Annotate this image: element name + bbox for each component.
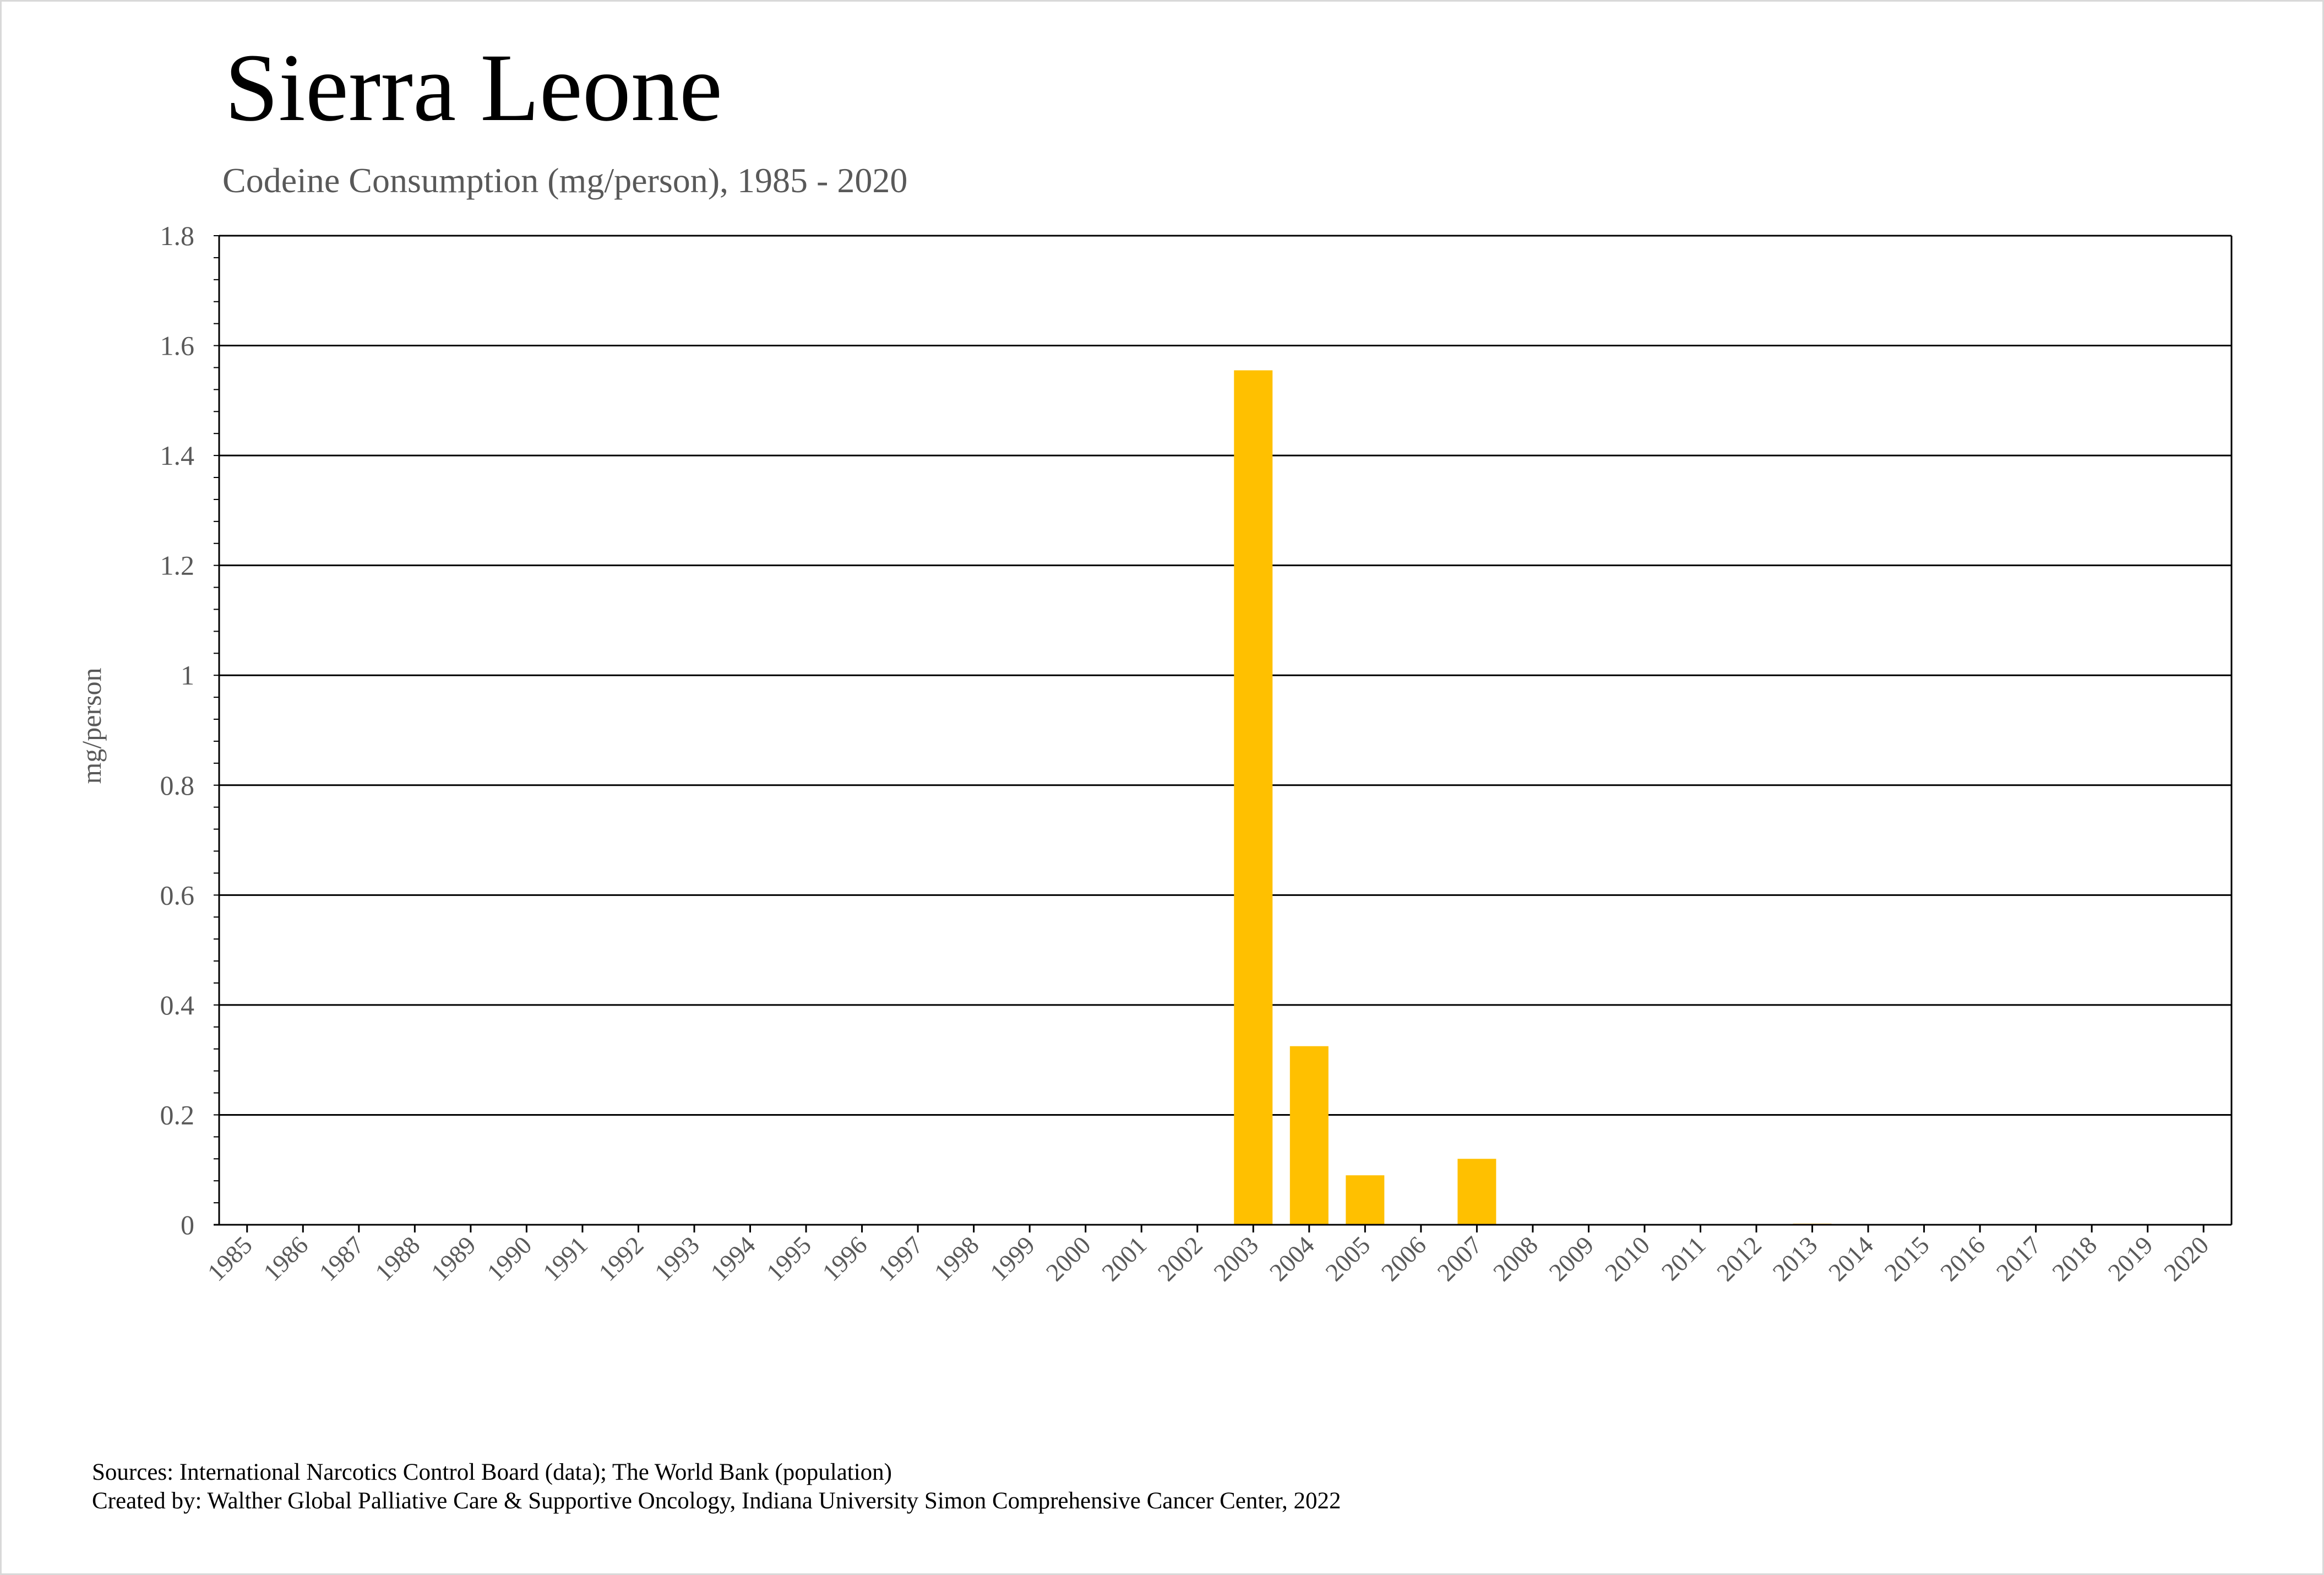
chart-title: Sierra Leone: [225, 34, 722, 142]
x-tick-label: 2010: [1599, 1231, 1655, 1286]
y-tick-label: 1: [181, 660, 194, 691]
x-tick-label: 2012: [1711, 1231, 1767, 1286]
bar-2005: [1346, 1175, 1385, 1225]
x-tick-label: 1989: [426, 1231, 481, 1286]
sources-note: Sources: International Narcotics Control…: [92, 1459, 892, 1485]
x-tick-label: 2018: [2047, 1231, 2102, 1286]
x-tick-label: 1994: [705, 1231, 760, 1286]
y-tick-label: 1.2: [160, 550, 195, 581]
y-axis-label: mg/person: [76, 667, 107, 784]
y-tick-label: 1.6: [160, 330, 195, 361]
y-tick-label: 1.8: [160, 220, 195, 251]
bar-2003: [1234, 370, 1273, 1225]
x-tick-label: 1995: [761, 1231, 817, 1286]
x-tick-label: 2020: [2158, 1231, 2214, 1286]
bars: [1234, 370, 1832, 1225]
y-tick-label: 0.2: [160, 1099, 195, 1130]
x-tick-label: 2000: [1041, 1231, 1096, 1286]
bar-2007: [1457, 1159, 1496, 1225]
y-tick-label: 0.4: [160, 990, 195, 1020]
x-tick-label: 2004: [1264, 1231, 1320, 1286]
y-tick-label: 0.6: [160, 879, 195, 910]
x-tick-label: 2008: [1488, 1231, 1543, 1286]
x-tick-label: 2006: [1376, 1231, 1432, 1286]
x-tick-label: 2003: [1208, 1231, 1264, 1286]
x-tick-label: 2009: [1543, 1231, 1599, 1286]
x-tick-label: 1998: [929, 1231, 984, 1286]
x-tick-label: 2016: [1935, 1231, 1990, 1286]
x-tick-label: 2015: [1879, 1231, 1935, 1286]
x-tick-label: 1999: [984, 1231, 1040, 1286]
footer: Sources: International Narcotics Control…: [92, 1458, 1341, 1516]
y-tick-labels: 0 0.2 0.4 0.6 0.8 1 1.2 1.4 1.6 1.8: [160, 220, 195, 1240]
credit-note: Created by: Walther Global Palliative Ca…: [92, 1488, 1341, 1514]
x-tick-label: 1997: [873, 1231, 928, 1286]
x-tick-label: 1991: [537, 1231, 593, 1286]
x-tick-label: 1986: [258, 1231, 313, 1286]
x-tick-label: 2017: [1991, 1231, 2047, 1286]
x-tick-label: 1985: [202, 1231, 258, 1286]
x-tick-label: 2001: [1096, 1231, 1152, 1286]
bar-2004: [1289, 1046, 1329, 1225]
y-tick-label: 0.8: [160, 770, 195, 801]
x-tick-label: 2011: [1656, 1231, 1711, 1286]
x-tick-label: 1988: [369, 1231, 425, 1286]
x-tick-label: 2005: [1320, 1231, 1375, 1286]
axes: [214, 235, 2233, 1232]
x-tick-label: 2013: [1767, 1231, 1822, 1286]
x-tick-label: 2014: [1823, 1231, 1879, 1286]
x-tick-label: 2007: [1432, 1231, 1487, 1286]
y-tick-label: 0: [181, 1209, 194, 1240]
x-tick-labels: 1985 1986 1987 1988 1989 1990 1991 1992 1993 1994…: [202, 1231, 2214, 1286]
x-tick-label: 1992: [593, 1231, 649, 1286]
x-tick-label: 1996: [817, 1231, 873, 1286]
gridlines: [219, 235, 2232, 1116]
x-tick-label: 2002: [1152, 1231, 1208, 1286]
y-tick-label: 1.4: [160, 440, 195, 471]
chart-subtitle: Codeine Consumption (mg/person), 1985 - …: [222, 161, 908, 200]
x-tick-label: 1987: [314, 1231, 369, 1286]
x-tick-label: 2019: [2103, 1231, 2158, 1286]
x-tick-label: 1990: [481, 1231, 537, 1286]
x-tick-label: 1993: [649, 1231, 705, 1286]
